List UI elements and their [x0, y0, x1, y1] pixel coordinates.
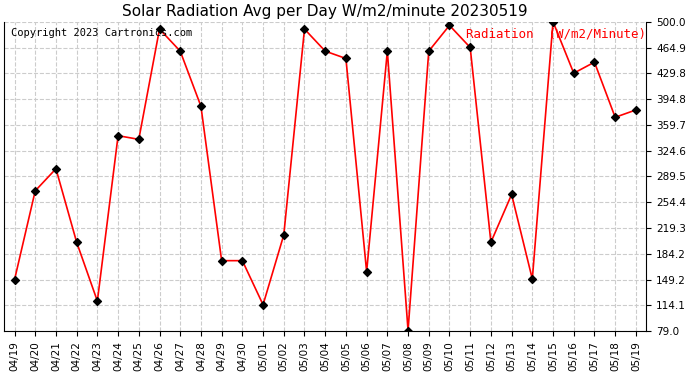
Point	[319, 48, 331, 54]
Point	[216, 258, 227, 264]
Point	[631, 107, 642, 113]
Point	[547, 19, 558, 25]
Point	[237, 258, 248, 264]
Point	[175, 48, 186, 54]
Point	[485, 239, 496, 245]
Point	[506, 192, 517, 198]
Point	[9, 277, 20, 283]
Point	[30, 188, 41, 194]
Point	[71, 239, 82, 245]
Point	[361, 268, 372, 274]
Title: Solar Radiation Avg per Day W/m2/minute 20230519: Solar Radiation Avg per Day W/m2/minute …	[122, 4, 528, 19]
Point	[464, 45, 475, 51]
Point	[340, 56, 351, 62]
Point	[154, 26, 165, 32]
Point	[569, 70, 580, 76]
Point	[526, 276, 538, 282]
Point	[112, 133, 124, 139]
Point	[278, 232, 289, 238]
Point	[610, 114, 621, 120]
Text: Copyright 2023 Cartronics.com: Copyright 2023 Cartronics.com	[10, 28, 192, 38]
Point	[133, 136, 144, 142]
Point	[92, 298, 103, 304]
Point	[299, 26, 310, 32]
Point	[195, 103, 206, 109]
Point	[423, 48, 434, 54]
Point	[257, 302, 268, 308]
Text: Radiation  (W/m2/Minute): Radiation (W/m2/Minute)	[466, 28, 647, 41]
Point	[402, 327, 413, 333]
Point	[50, 166, 61, 172]
Point	[444, 22, 455, 28]
Point	[589, 59, 600, 65]
Point	[382, 48, 393, 54]
